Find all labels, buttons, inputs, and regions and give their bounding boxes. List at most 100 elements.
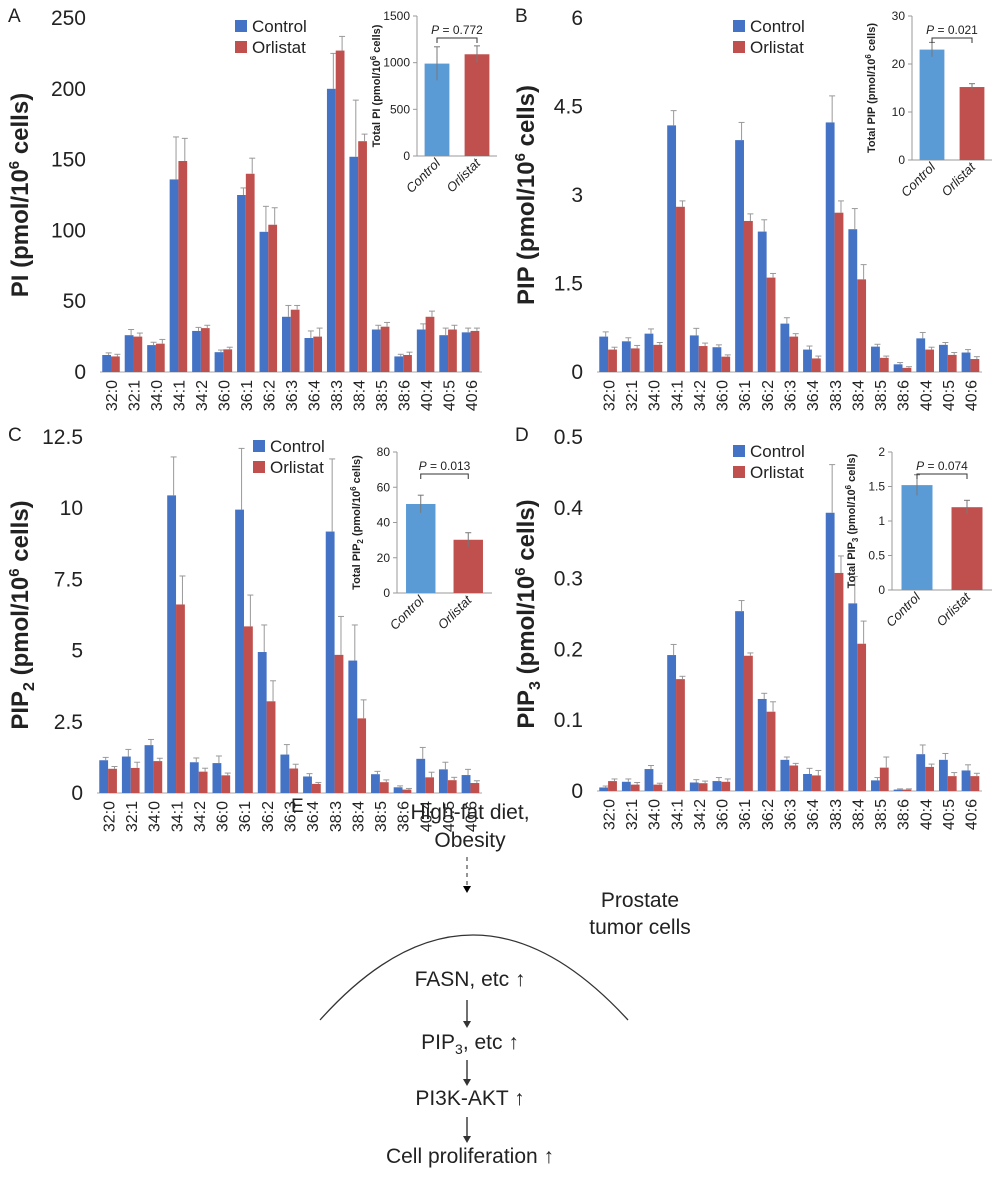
inset-y-tick-label: 1500 [383,9,410,23]
bar-orlistat [721,781,731,791]
legend-label-orlistat: Orlistat [750,463,804,482]
step-proliferation-label: Cell proliferation [385,1145,538,1168]
inset-y-tick-label: 20 [892,57,906,71]
bar-control [282,316,291,372]
inset-bar-orlistat [453,539,483,593]
up-arrow-icon: ↑ [514,968,526,991]
legend-label-control: Control [750,442,805,461]
bar-orlistat [290,309,300,372]
inset-bar-orlistat [959,87,985,160]
panel-label: D [515,425,529,446]
chart-panel-c: C 0 2.5 5 7.5 10 12.5 PIP2 (pmol/106 cells) 32:0… [6,425,492,832]
x-tick-label: 36:4 [305,801,322,832]
x-tick-label: 38:5 [373,801,390,832]
up-arrow-icon: ↑ [514,1087,525,1110]
legend-label-control: Control [270,437,325,456]
y-tick-label: 0 [571,361,583,384]
inset-y-axis-label: Total PIP (pmol/106 cells) [864,23,878,153]
bar-orlistat [243,626,253,793]
x-tick-label: 36:4 [805,799,822,830]
bar-control [667,655,677,791]
legend-swatch-orlistat [733,41,745,53]
legend-swatch-control [235,20,247,32]
y-tick-label: 1.5 [554,273,583,296]
significance-bracket [931,37,973,43]
x-tick-label: 34:2 [692,380,709,411]
inset-y-axis-label: Total PIP3 (pmol/106 cells) [844,453,860,588]
bar-orlistat [970,359,980,372]
x-tick-label: 36:0 [715,799,732,830]
significance-bracket [436,37,478,43]
step-pi3k-label: PI3K-AKT [415,1087,509,1110]
bar-control [461,775,471,793]
p-value-label: P = 0.021 [926,23,978,37]
inset-y-tick-label: 0.5 [868,549,885,563]
bar-control [712,781,722,791]
cell-label-line2: tumor cells [589,916,691,939]
bar-orlistat [176,604,185,793]
x-tick-label: 36:3 [283,801,300,832]
bar-control [325,531,335,793]
bar-control [326,88,336,373]
y-tick-label: 0 [571,780,583,803]
bar-orlistat [879,767,889,791]
x-tick-label: 40:4 [918,380,935,411]
x-tick-label: 38:6 [396,380,413,411]
x-tick-label: 36:1 [237,801,254,832]
y-tick-label: 2.5 [54,711,83,734]
bar-orlistat [425,316,435,372]
bar-orlistat [857,643,867,791]
y-axis-label: PIP3 (pmol/106 cells) [512,499,544,728]
x-tick-label: 38:5 [873,380,890,411]
bar-orlistat [178,161,188,372]
legend-label-orlistat: Orlistat [750,38,804,57]
bar-control [304,338,314,372]
bar-control [757,698,767,791]
x-tick-label: 40:5 [941,380,958,411]
bar-orlistat [200,328,210,372]
x-tick-label: 36:3 [783,799,800,830]
bar-orlistat [357,718,367,793]
bar-control [803,349,812,372]
bar-control [348,660,358,793]
bar-control [393,787,403,793]
inset-y-tick-label: 10 [892,105,906,119]
bar-control [237,195,246,372]
y-tick-label: 6 [571,7,583,30]
bar-control [214,352,224,372]
bar-control [257,652,267,793]
x-tick-label: 34:0 [647,799,664,830]
bar-orlistat [221,775,231,793]
bar-orlistat [334,654,344,793]
legend-swatch-control [733,445,745,457]
bar-orlistat [698,783,708,791]
bar-control [235,509,244,793]
x-tick-label: 38:3 [329,380,346,411]
inset-y-tick-label: 80 [377,445,391,459]
step-pip3-tail: , etc [462,1031,503,1054]
bar-orlistat [133,336,143,372]
legend-label-orlistat: Orlistat [270,458,324,477]
step-fasn: FASN, etc ↑ [360,968,580,992]
x-tick-label: 36:2 [760,799,777,830]
cause-text-line2: Obesity [434,829,506,852]
bar-orlistat [470,783,480,793]
x-tick-label: 32:0 [601,799,618,830]
bar-orlistat [402,789,412,793]
x-tick-label: 36:0 [215,801,232,832]
x-tick-label: 36:1 [737,799,754,830]
bar-orlistat [947,354,957,372]
bar-orlistat [811,775,821,791]
bar-orlistat [676,679,685,791]
x-tick-label: 34:1 [669,799,686,830]
x-tick-label: 32:1 [124,801,141,832]
bar-control [371,329,381,372]
bar-orlistat [448,329,457,372]
inset-bar-orlistat [464,54,490,157]
y-tick-label: 0.4 [554,497,584,520]
inset-y-tick-label: 0 [878,583,885,597]
bar-orlistat [698,346,708,372]
x-tick-label: 38:6 [396,801,413,832]
flow-arrow-head [463,1079,471,1086]
